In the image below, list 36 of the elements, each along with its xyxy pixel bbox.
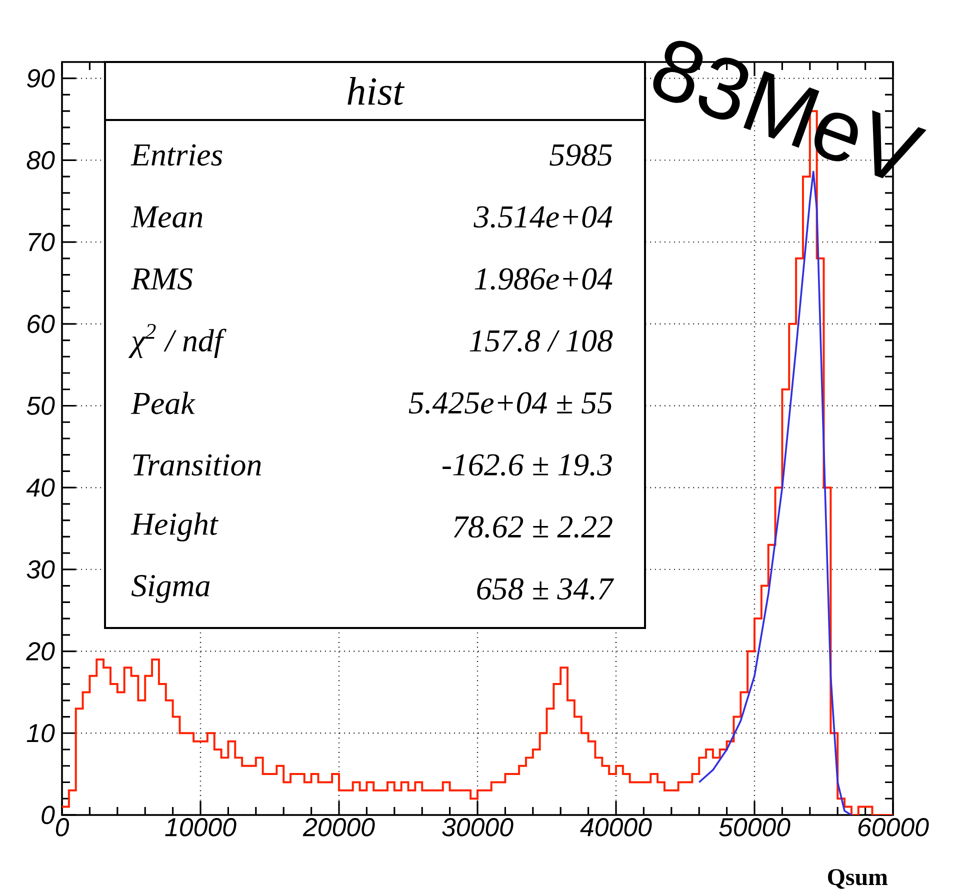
y-tick-label: 20 [26, 642, 55, 660]
x-tick-label: 50000 [719, 818, 790, 836]
annotation: hist [348, 76, 405, 105]
y-tick-label: 50 [26, 396, 55, 415]
annotation: RMS [130, 268, 193, 290]
x-tick-label: 20000 [302, 818, 375, 836]
annotation: 83MeV [653, 40, 926, 178]
annotation: 1.986e+04 [474, 268, 612, 290]
y-tick-label: 70 [28, 232, 55, 252]
annotation: 78.62 ± 2.22 [454, 516, 612, 538]
x-tick-label: 10000 [165, 818, 236, 836]
annotation: 5.425e+04 ± 55 [408, 392, 612, 414]
y-tick-label: 90 [27, 69, 55, 88]
annotation: Sigma [131, 575, 210, 603]
annotation: 3.514e+04 [474, 206, 612, 228]
annotation: Height [130, 512, 218, 542]
annotation: Entries [130, 144, 222, 166]
x-tick-label: 40000 [580, 818, 652, 836]
y-tick-label: 10 [26, 724, 55, 742]
x-tick-label: 30000 [442, 818, 514, 836]
y-tick-label: 0 [42, 806, 55, 824]
y-tick-label: 80 [26, 151, 55, 170]
y-tick-label: 40 [26, 478, 55, 497]
annotation: Peak [130, 392, 196, 414]
x-tick-label: 60000 [858, 818, 929, 836]
annotation: -162.6 ± 19.3 [442, 454, 612, 476]
annotation: χ$^{2}$ / ndf [128, 324, 226, 358]
x-axis-title: Qsum [828, 869, 888, 889]
x-tick-label: 0 [56, 818, 69, 836]
y-tick-label: 60 [28, 314, 55, 334]
annotation: Mean [130, 206, 202, 228]
annotation: 5985 [550, 144, 612, 166]
annotation: 157.8 / 108 [470, 330, 613, 352]
y-tick-label: 30 [26, 560, 55, 579]
annotation: Transition [133, 454, 261, 476]
annotation: 658 ± 34.7 [477, 578, 614, 600]
